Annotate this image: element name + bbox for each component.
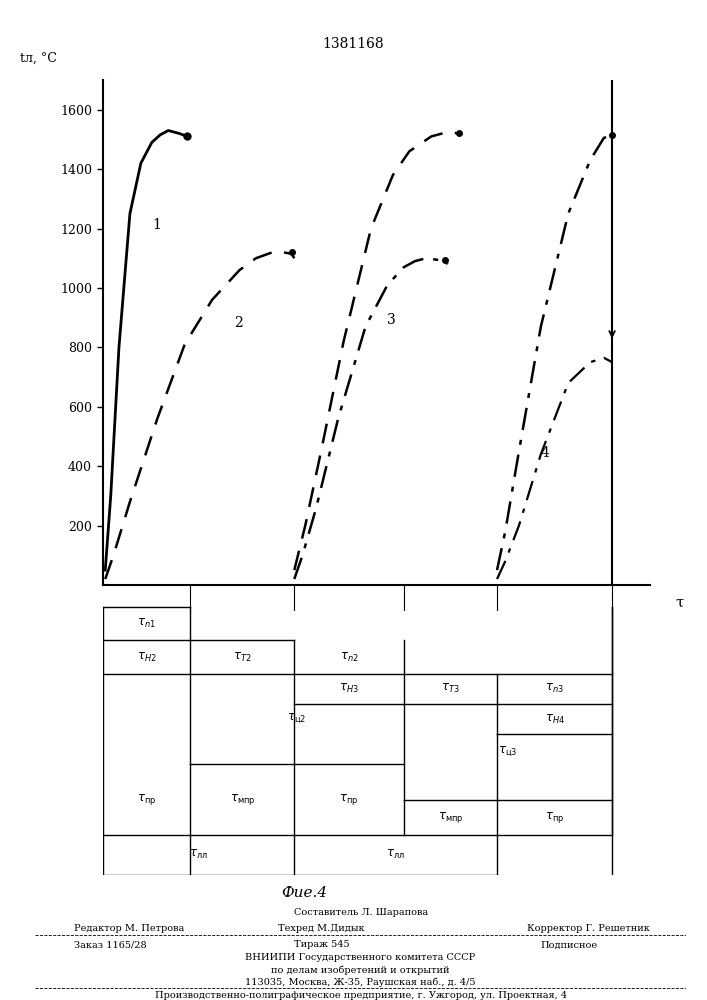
Text: 2: 2 [234,316,243,330]
Text: 4: 4 [541,446,550,460]
Text: 1: 1 [152,218,160,232]
Text: $\tau_{\text{пр}}$: $\tau_{\text{пр}}$ [136,792,156,807]
Text: $\tau_{H4}$: $\tau_{H4}$ [544,713,565,726]
Text: $\tau_{\text{ц2}}$: $\tau_{\text{ц2}}$ [288,712,307,726]
Text: tл, °С: tл, °С [21,52,57,65]
Text: $\tau_{H3}$: $\tau_{H3}$ [339,682,359,695]
Text: $\tau_{n3}$: $\tau_{n3}$ [545,682,564,695]
Text: Техред М.Дидык: Техред М.Дидык [279,924,365,933]
Text: $\tau_{n1}$: $\tau_{n1}$ [137,617,156,630]
Text: $\tau_{\text{лл}}$: $\tau_{\text{лл}}$ [386,848,405,861]
Text: Подписное: Подписное [540,940,597,949]
Text: Фие.4: Фие.4 [281,886,327,900]
Text: $\tau_{\text{пр}}$: $\tau_{\text{пр}}$ [545,810,564,825]
Text: Тираж 545: Тираж 545 [293,940,349,949]
Text: $\tau_{\text{мпр}}$: $\tau_{\text{мпр}}$ [230,792,255,807]
Text: по делам изобретений и открытий: по делам изобретений и открытий [271,965,450,975]
Text: Корректор Г. Решетник: Корректор Г. Решетник [527,924,650,933]
Text: $\tau_{\text{мпр}}$: $\tau_{\text{мпр}}$ [438,810,463,825]
Text: $\tau_{\text{ц3}}$: $\tau_{\text{ц3}}$ [498,745,518,759]
Text: 3: 3 [387,313,396,327]
Text: Составитель Л. Шарапова: Составитель Л. Шарапова [293,908,428,917]
Text: $\tau_{n2}$: $\tau_{n2}$ [340,651,358,664]
Text: $\tau_{T3}$: $\tau_{T3}$ [441,682,460,695]
Text: τ: τ [675,596,684,610]
Text: $\tau_{T2}$: $\tau_{T2}$ [233,651,252,664]
Text: Производственно-полиграфическое предприятие, г. Ужгород, ул. Проектная, 4: Производственно-полиграфическое предприя… [155,991,566,1000]
Text: $\tau_{H2}$: $\tau_{H2}$ [136,651,156,664]
Text: $\tau_{\text{лл}}$: $\tau_{\text{лл}}$ [189,848,208,861]
Text: Заказ 1165/28: Заказ 1165/28 [74,940,147,949]
Text: 113035, Москва, Ж-35, Раушская наб., д. 4/5: 113035, Москва, Ж-35, Раушская наб., д. … [245,978,476,987]
Text: Редактор М. Петрова: Редактор М. Петрова [74,924,185,933]
Text: ВНИИПИ Государственного комитета СССР: ВНИИПИ Государственного комитета СССР [245,953,476,962]
Text: 1381168: 1381168 [322,37,385,51]
Text: $\tau_{\text{пр}}$: $\tau_{\text{пр}}$ [339,792,358,807]
